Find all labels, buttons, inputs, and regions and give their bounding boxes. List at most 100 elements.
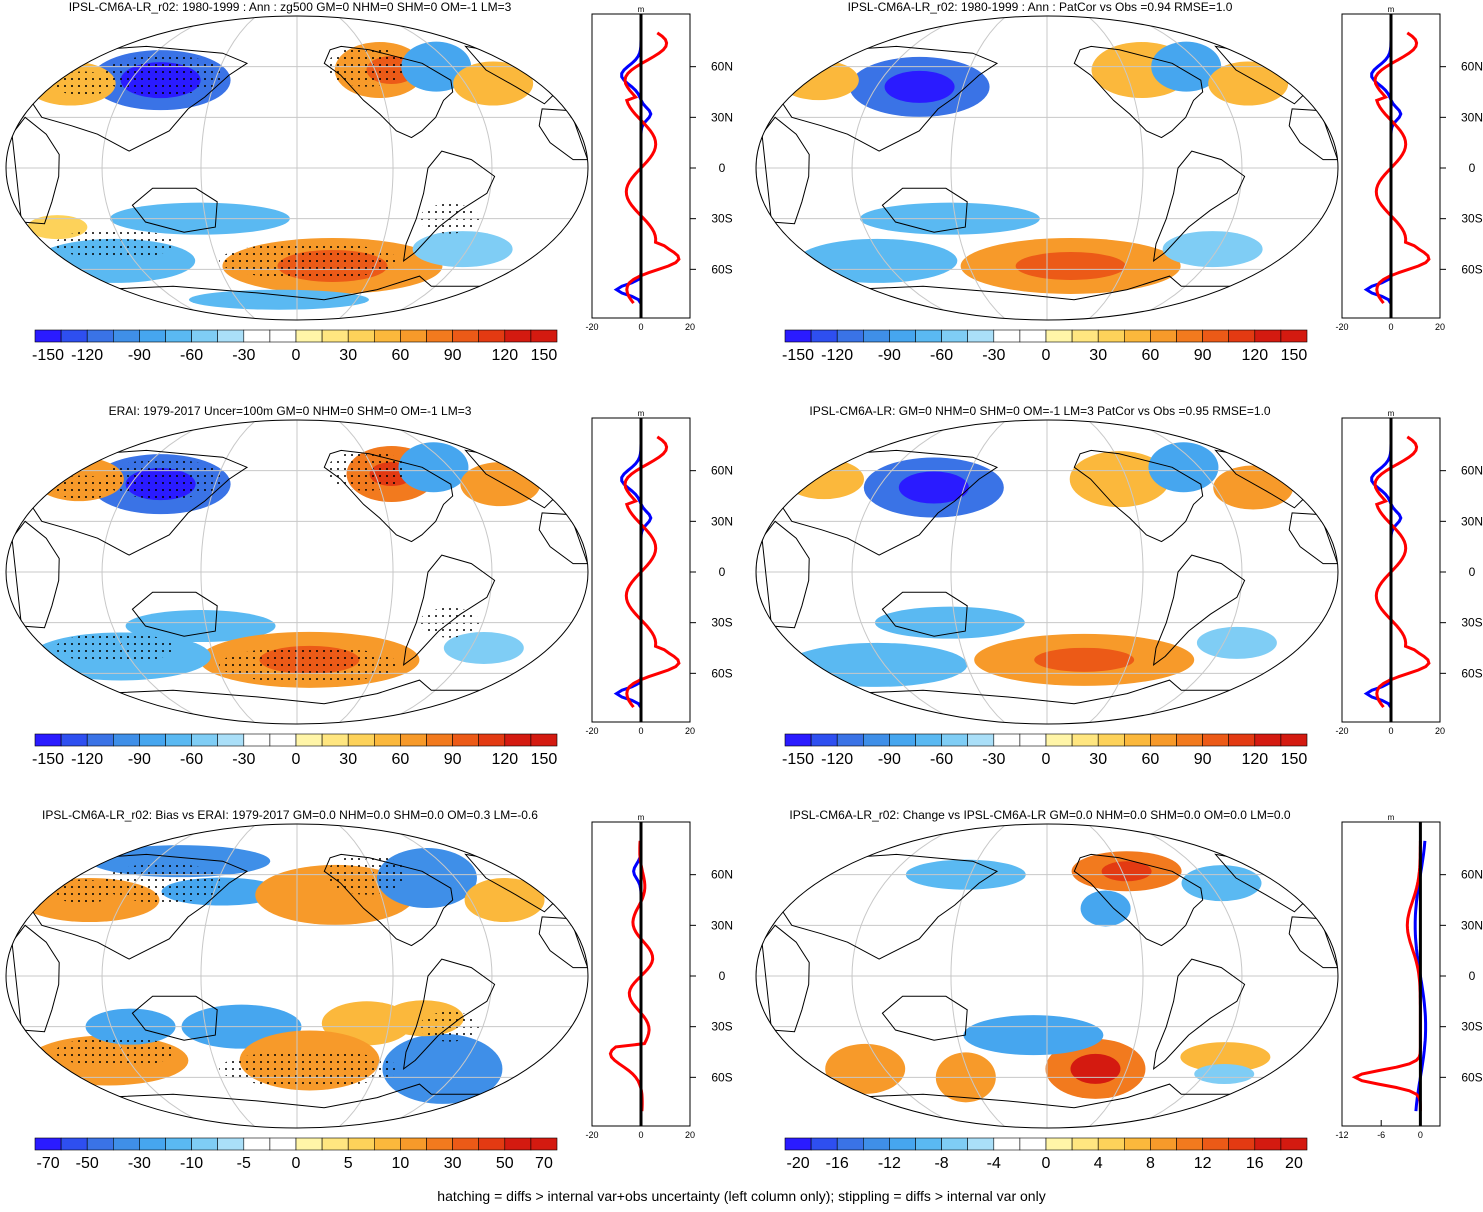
colorbar-label: -10 [180,1155,203,1172]
anomaly-contour [784,459,865,500]
anomaly-contour [1162,231,1263,268]
colorbar-swatch [1228,329,1256,343]
zonal-obs-line [613,436,653,708]
colorbar-swatch [1019,1137,1047,1151]
coastline-africa [761,116,810,225]
map-figure: -150 -120 -90 -60 -30 0 30 60 90 120 150 m 60N 30N 0 30… [755,409,1483,768]
colorbar-swatch [504,733,532,747]
coastline-south-america [1152,554,1246,667]
colorbar-label: -120 [71,751,103,768]
coastline-north-america [1073,853,1204,947]
colorbar-swatch [1071,329,1099,343]
colorbar-label: -30 [232,751,255,768]
anomaly-contour [1180,1042,1271,1073]
stippling [219,242,400,279]
colorbar-label: -60 [180,347,203,364]
colorbar-swatch [784,329,812,343]
colorbar-swatch [967,329,995,343]
colorbar-swatch [321,329,349,343]
zonal-tick-label: -20 [1335,726,1348,736]
anomaly-contour [1181,865,1262,902]
stippling [219,1050,400,1087]
zonal-lat-label: 0 [1469,161,1476,175]
colorbar-swatch [34,1137,62,1151]
colorbar-swatch [993,733,1021,747]
colorbar-swatch [243,1137,271,1151]
stippling [55,1037,176,1067]
colorbar-label: 150 [1281,751,1308,768]
colorbar-swatch [1150,733,1177,747]
colorbar-swatch [191,733,219,747]
colorbar-swatch [889,1137,916,1151]
coastline-antarctica [846,275,1250,320]
colorbar-swatch [1019,329,1047,343]
colorbar-swatch [269,733,297,747]
colorbar-swatch [165,1137,192,1151]
colorbar-swatch [530,733,558,747]
colorbar-swatch [347,733,375,747]
colorbar-swatch [530,1137,558,1151]
colorbar-swatch [269,329,297,343]
map-panel: IPSL-CM6A-LR_r02: Bias vs ERAI: 1979-201… [0,808,741,1212]
stippling [53,879,114,904]
colorbar-swatch [1123,329,1151,343]
colorbar-swatch [243,733,271,747]
coastline-africa [11,924,60,1033]
map-boundary [755,419,1339,725]
coastline-south-america [402,150,496,263]
colorbar-swatch [784,1137,812,1151]
colorbar-swatch [60,1137,88,1151]
colorbar-swatch [1202,329,1230,343]
zonal-unit-label: m [1388,813,1395,822]
zonal-lat-label: 30S [711,616,732,630]
anomaly-contour [412,231,513,268]
zonal-tick-label: 20 [1435,726,1445,736]
colorbar-label: -90 [128,751,151,768]
colorbar-swatch [1071,1137,1099,1151]
zonal-lat-label: 30N [1461,110,1483,124]
colorbar-swatch [1254,1137,1282,1151]
map-boundary [755,823,1339,1129]
colorbar-swatch [321,733,349,747]
colorbar-label: 30 [444,1155,462,1172]
colorbar-swatch [1123,1137,1151,1151]
colorbar-label: 120 [1241,751,1268,768]
colorbar-swatch [86,733,114,747]
coastline-africa [761,924,810,1033]
coastline-antarctica [96,275,500,320]
zonal-tick-label: 20 [685,322,695,332]
panel-title: IPSL-CM6A-LR_r02: Change vs IPSL-CM6A-LR… [789,808,1291,822]
zonal-lat-label: 0 [1469,565,1476,579]
colorbar-label: 8 [1146,1155,1155,1172]
anomaly-contour [1034,647,1135,672]
colorbar-swatch [1202,1137,1230,1151]
anomaly-contour [797,238,958,283]
zonal-lat-label: 30N [711,918,733,932]
colorbar-swatch [863,1137,890,1151]
colorbar-swatch [1176,1137,1203,1151]
colorbar-swatch [60,329,88,343]
colorbar-swatch [165,733,192,747]
colorbar-swatch [1097,733,1125,747]
colorbar-swatch [165,329,192,343]
zonal-tick-label: 20 [1435,322,1445,332]
colorbar-label: 90 [444,751,462,768]
anomaly-contour [453,61,534,106]
colorbar-swatch [504,329,532,343]
zonal-lat-label: 30S [1461,212,1482,226]
coastline-australia [881,591,968,637]
colorbar-swatch [243,329,271,343]
colorbar-label: 60 [1142,347,1160,364]
zonal-model-line [1373,31,1431,305]
stippling [103,459,224,500]
colorbar-swatch [1123,733,1151,747]
anomaly-contour [27,215,88,240]
coastline-eurasia [779,45,999,152]
colorbar-label: 60 [392,347,410,364]
colorbar-label: 120 [491,347,518,364]
colorbar-label: 0 [292,751,301,768]
zonal-lat-label: 60S [1461,666,1482,680]
stippling [219,646,400,683]
anomaly-contour [382,1033,503,1104]
colorbar-swatch [1071,733,1099,747]
